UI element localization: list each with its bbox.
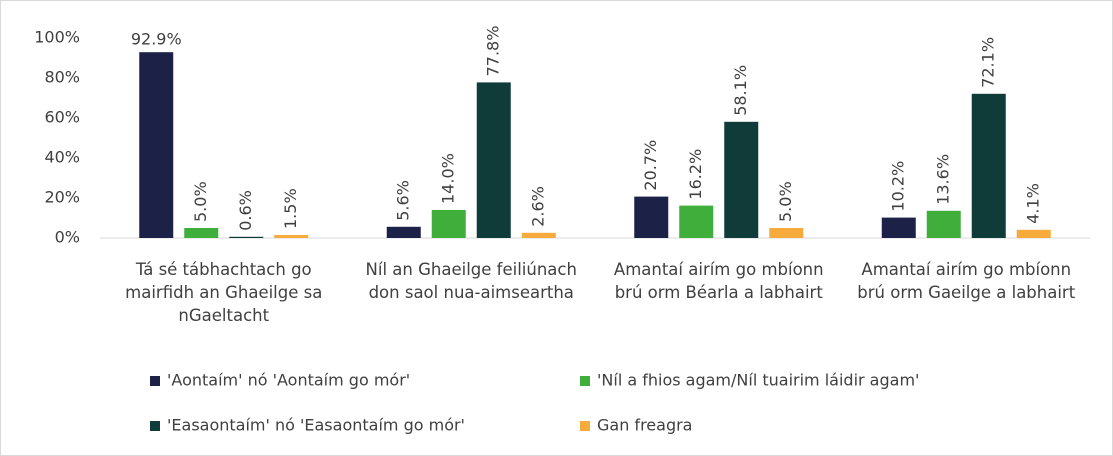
legend-label: Gan freagra (597, 416, 692, 435)
bar (679, 205, 714, 238)
x-tick-label: Amantaí airím go mbíonn brú orm Gaeilge … (857, 260, 1076, 302)
bar (274, 235, 309, 238)
bar (724, 121, 759, 238)
bar (971, 93, 1006, 238)
bar (229, 236, 264, 238)
y-tick-label: 80% (44, 68, 80, 87)
legend-swatch (580, 421, 590, 431)
value-label: 72.1% (978, 37, 997, 88)
y-tick-label: 60% (44, 108, 80, 127)
bar (769, 228, 804, 238)
value-label: 16.2% (686, 149, 705, 200)
bar (139, 52, 174, 239)
value-label: 13.6% (933, 154, 952, 205)
value-label: 77.8% (483, 26, 502, 77)
bar (476, 82, 511, 239)
legend-swatch (150, 421, 160, 431)
x-tick-label: Tá sé tábhachtach go mairfidh an Ghaeilg… (125, 260, 323, 325)
value-label: 20.7% (641, 140, 660, 191)
y-tick-label: 0% (55, 228, 80, 247)
value-label: 10.2% (888, 161, 907, 212)
value-label: 92.9% (131, 30, 182, 49)
legend-label: 'Easaontaím' nó 'Easaontaím go mór' (167, 416, 465, 435)
bar (431, 210, 466, 238)
legend-swatch (580, 376, 590, 386)
bar (926, 210, 961, 238)
y-tick-label: 20% (44, 188, 80, 207)
x-tick-label: Níl an Ghaeilge feiliúnach don saol nua-… (365, 260, 577, 302)
value-label: 5.0% (776, 181, 795, 222)
x-tick-label: Amantaí airím go mbíonn brú orm Béarla a… (613, 260, 824, 302)
value-label: 5.0% (191, 181, 210, 222)
value-label: 5.6% (393, 180, 412, 221)
bar (634, 196, 669, 238)
bar (1016, 229, 1051, 238)
bar (521, 232, 556, 238)
y-tick-label: 100% (34, 28, 80, 47)
value-label: 58.1% (731, 65, 750, 116)
legend-label: 'Níl a fhios agam/Níl tuairim láidir aga… (597, 371, 919, 390)
bar (881, 217, 916, 238)
value-label: 2.6% (528, 186, 547, 227)
bar (386, 226, 421, 238)
bar (184, 228, 219, 238)
legend-swatch (150, 376, 160, 386)
value-label: 4.1% (1023, 183, 1042, 224)
value-label: 0.6% (236, 190, 255, 231)
y-tick-label: 40% (44, 148, 80, 167)
legend-label: 'Aontaím' nó 'Aontaím go mór' (167, 371, 410, 390)
value-label: 1.5% (281, 188, 300, 229)
value-label: 14.0% (438, 153, 457, 204)
